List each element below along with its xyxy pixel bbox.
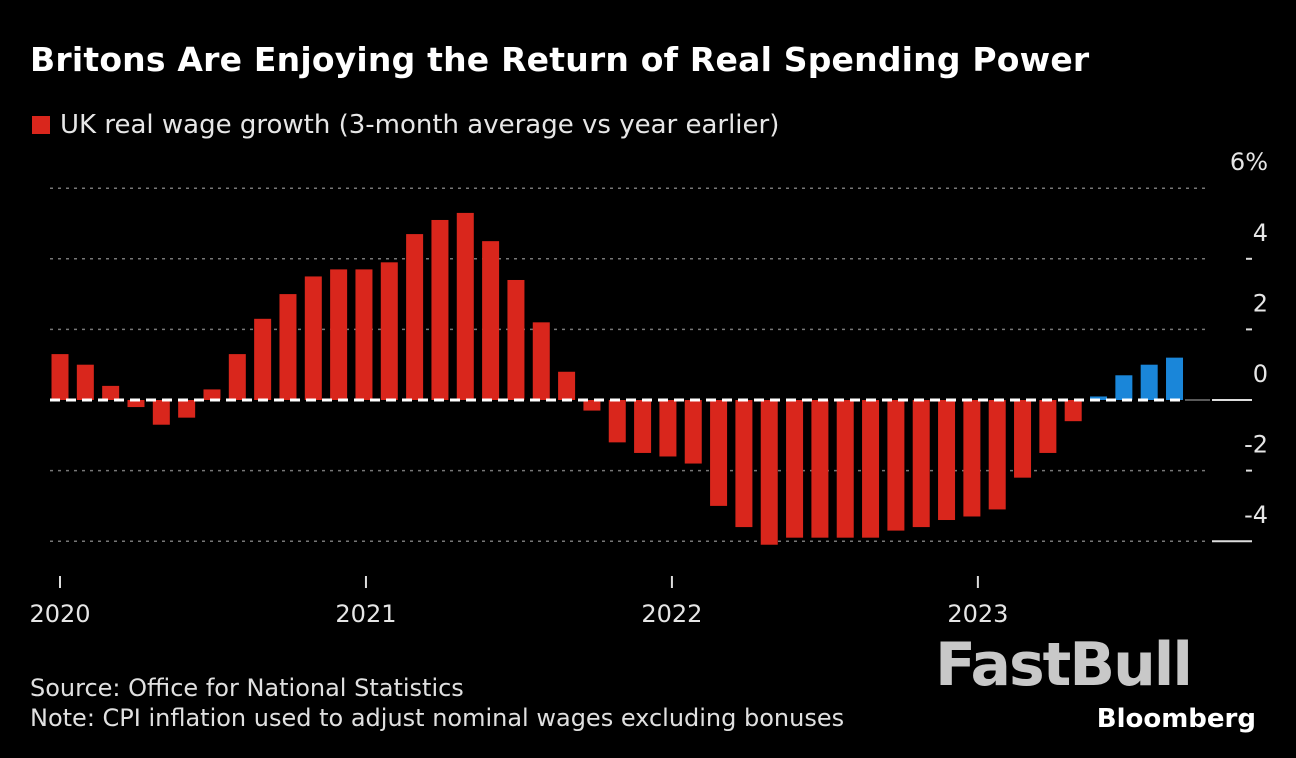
bar-2023-05 <box>1064 400 1082 422</box>
bar-2021-11 <box>608 400 626 443</box>
bar-2023-07 <box>1115 375 1133 400</box>
bar-2022-06 <box>786 400 804 538</box>
bar-2023-04 <box>1039 400 1057 453</box>
bar-2020-08 <box>228 354 246 400</box>
x-tick-label: 2021 <box>335 600 396 628</box>
bar-2023-01 <box>963 400 981 517</box>
bar-2020-03 <box>102 385 120 400</box>
chart-plot: 6% 4 2 0 -2 -4 2020 2021 2022 2023 <box>29 148 1268 628</box>
bar-2020-07 <box>203 389 221 400</box>
bar-2021-03 <box>406 234 424 400</box>
bar-2022-07 <box>811 400 829 538</box>
bar-2020-06 <box>178 400 196 418</box>
bloomberg-logo: Bloomberg <box>1096 704 1256 734</box>
bar-2023-03 <box>1014 400 1032 478</box>
bar-2020-01 <box>51 354 69 400</box>
x-tick-label: 2020 <box>29 600 90 628</box>
bar-2021-04 <box>431 219 449 400</box>
legend-label: UK real wage growth (3-month average vs … <box>60 110 780 140</box>
bar-2023-08 <box>1140 364 1158 400</box>
bar-2022-09 <box>862 400 880 538</box>
bar-2022-04 <box>735 400 753 528</box>
bar-2020-11 <box>304 276 322 400</box>
fastbull-watermark-logo: FastBull <box>935 630 1193 700</box>
bar-2021-07 <box>507 279 525 400</box>
bar-2020-09 <box>254 318 272 400</box>
bar-2023-02 <box>988 400 1006 510</box>
bar-2022-08 <box>836 400 854 538</box>
bar-2020-05 <box>152 400 170 425</box>
bar-2020-10 <box>279 294 297 400</box>
x-tick-label: 2023 <box>947 600 1008 628</box>
y-tick-label: 2 <box>1253 289 1268 317</box>
legend-swatch <box>32 116 50 134</box>
bar-2021-02 <box>380 262 398 400</box>
y-tick-label: -4 <box>1244 501 1268 529</box>
bar-2022-12 <box>938 400 956 521</box>
bar-2020-02 <box>76 364 94 400</box>
bar-2022-05 <box>760 400 778 545</box>
y-tick-label: 6% <box>1230 148 1268 176</box>
bar-2021-01 <box>355 269 373 400</box>
source-note: Source: Office for National Statistics <box>30 674 464 702</box>
bar-2021-05 <box>456 212 474 400</box>
bar-2021-10 <box>583 400 601 411</box>
bar-2020-04 <box>127 400 145 408</box>
y-tick-label: 0 <box>1253 360 1268 388</box>
legend: UK real wage growth (3-month average vs … <box>32 110 779 140</box>
bar-2022-01 <box>659 400 677 457</box>
bar-2021-06 <box>482 241 500 400</box>
bar-2022-03 <box>710 400 728 506</box>
footnote: Note: CPI inflation used to adjust nomin… <box>30 704 845 732</box>
bar-2021-08 <box>532 322 550 400</box>
chart-title: Britons Are Enjoying the Return of Real … <box>30 40 1090 79</box>
bar-2022-11 <box>912 400 930 528</box>
bar-2022-02 <box>684 400 702 464</box>
x-tick-label: 2022 <box>641 600 702 628</box>
bar-2022-10 <box>887 400 905 531</box>
bar-2021-12 <box>634 400 652 453</box>
bar-2023-06 <box>1090 396 1108 400</box>
y-tick-label: -2 <box>1244 431 1268 459</box>
bar-2023-09 <box>1166 357 1184 400</box>
y-tick-label: 4 <box>1253 219 1268 247</box>
bar-2020-12 <box>330 269 348 400</box>
bar-2021-09 <box>558 371 576 400</box>
